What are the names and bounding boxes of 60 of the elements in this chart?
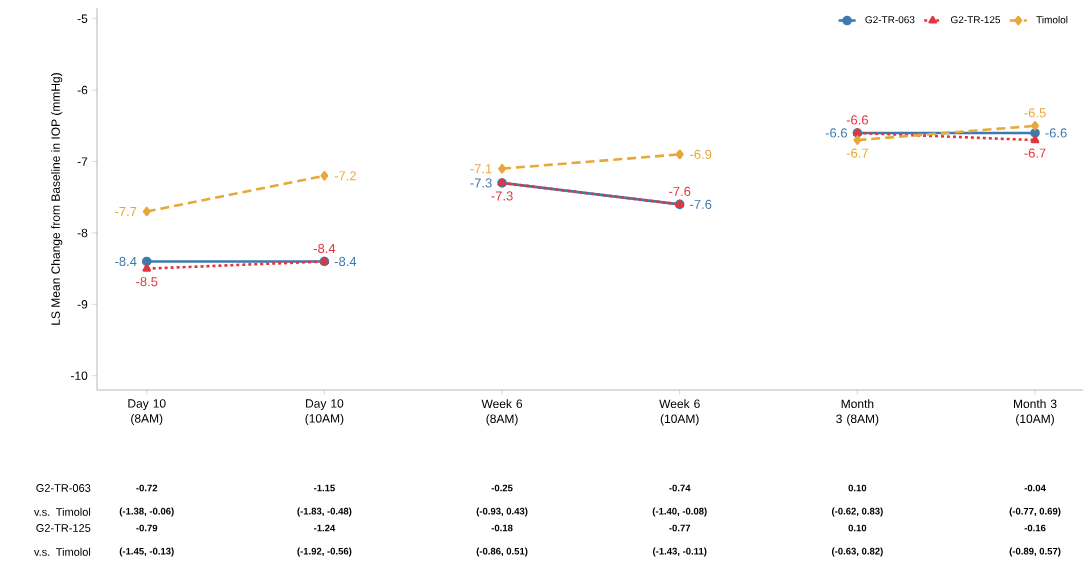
data-label: -7.7	[115, 207, 137, 216]
text: -0.77	[669, 524, 691, 532]
x-tick-label: Week 6 (10AM)	[659, 399, 700, 426]
x-tick-label: Day 10 (10AM)	[305, 399, 344, 426]
text: 0.10	[848, 524, 867, 532]
data-label: -6.7	[1024, 148, 1046, 158]
data-label: -7.3	[491, 191, 513, 201]
legend-label: G2-TR-063	[865, 16, 915, 24]
text: (-1.38, -0.06)	[119, 507, 174, 517]
x-tick-label: Day 10 (8AM)	[128, 399, 166, 426]
x-tick-label: Week 6 (8AM)	[481, 399, 523, 426]
text: (-1.40, -0.08)	[652, 507, 707, 517]
x-tick-label: Month 3 (8AM)	[836, 399, 879, 426]
data-label: -7.6	[690, 199, 712, 209]
text: -0.25	[491, 484, 513, 492]
data-label: -7.2	[334, 171, 356, 181]
text: -0.79	[136, 524, 158, 532]
data-label: -8.4	[313, 243, 336, 254]
data-label: -6.7	[846, 148, 868, 158]
x-tick-label: Month 3 (10AM)	[1014, 399, 1057, 426]
text: (-0.63, 0.82)	[831, 547, 883, 557]
legend-label: Timolol	[1036, 16, 1068, 24]
data-label: -6.6	[1045, 128, 1067, 138]
y-tick-label: -9	[77, 300, 88, 309]
text: 0.10	[848, 484, 867, 492]
text: (-0.93, 0.43)	[476, 507, 528, 517]
data-label: -8.4	[115, 256, 137, 267]
data-label: -6.6	[846, 115, 869, 125]
text: (-1.43, -0.11)	[653, 547, 707, 557]
y-tick-label: -8	[77, 228, 88, 238]
text: G2-TR-125 v.s. Timolol	[33, 524, 91, 556]
data-label: -7.6	[669, 186, 691, 196]
y-tick-label: -10	[70, 371, 88, 380]
data-label: -6.9	[690, 149, 712, 159]
data-label: -6.5	[1024, 108, 1046, 118]
y-tick-label: -6	[77, 85, 88, 95]
text: -0.16	[1024, 524, 1046, 532]
data-label: -6.6	[825, 128, 848, 138]
legend-label: G2-TR-125	[951, 16, 1001, 24]
text: (-0.77, 0.69)	[1009, 507, 1061, 517]
data-label: -8.5	[136, 277, 158, 287]
y-axis-title: LS Mean Change from Baseline in IOP (mmHg)	[51, 73, 63, 325]
data-label: -8.4	[334, 256, 357, 267]
text: (-0.62, 0.83)	[831, 507, 883, 517]
data-label: -7.1	[470, 164, 492, 174]
text: (-1.83, -0.48)	[297, 507, 352, 517]
text: -0.18	[491, 524, 513, 532]
text: -1.15	[313, 484, 335, 492]
text: (-1.45, -0.13)	[119, 547, 174, 557]
text: G2-TR-063 v.s. Timolol	[33, 484, 91, 516]
text: -0.72	[136, 484, 158, 492]
text: -1.24	[313, 524, 336, 532]
text: (-1.92, -0.56)	[297, 547, 352, 557]
text: (-0.86, 0.51)	[476, 547, 528, 557]
text: -0.74	[669, 484, 691, 492]
data-label: -7.3	[470, 178, 492, 188]
text: -0.04	[1024, 484, 1046, 492]
y-tick-label: -7	[77, 157, 88, 166]
text: (-0.89, 0.57)	[1009, 547, 1061, 557]
y-tick-label: -5	[77, 14, 88, 23]
